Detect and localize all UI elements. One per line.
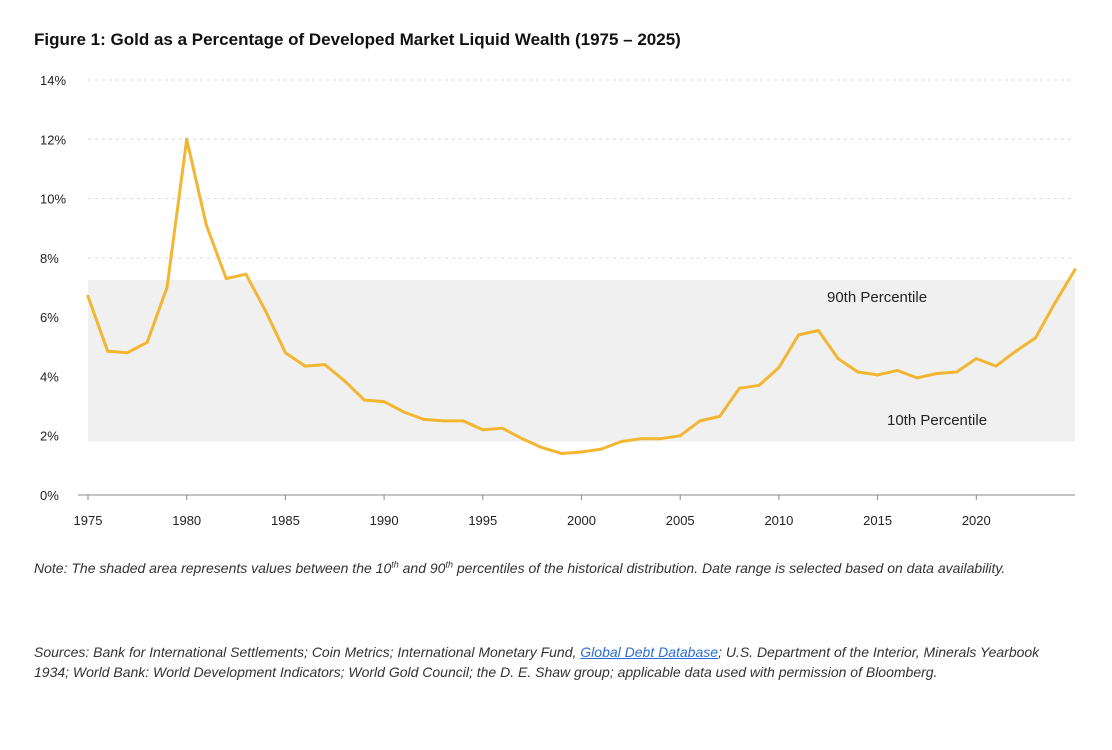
data-point (145, 340, 149, 344)
data-point (777, 366, 781, 370)
x-tick-label: 2015 (863, 513, 892, 528)
x-tick-label: 1975 (74, 513, 103, 528)
y-tick-label: 14% (40, 73, 66, 88)
data-point (402, 410, 406, 414)
data-point (915, 376, 919, 380)
data-point (994, 364, 998, 368)
x-tick-label: 2005 (666, 513, 695, 528)
x-tick-label: 1995 (468, 513, 497, 528)
line-chart: 0% 2% 4% 6% 8% 10% 12% 14% 1975 1980 1985 1990 1995… (40, 73, 1077, 528)
x-tick-label: 2010 (764, 513, 793, 528)
data-point (895, 369, 899, 372)
data-point (362, 398, 366, 402)
data-point (1053, 300, 1057, 304)
data-point (856, 370, 860, 374)
data-point (382, 400, 386, 404)
data-point (876, 373, 880, 377)
data-point (1014, 349, 1018, 353)
x-tick-label: 1985 (271, 513, 300, 528)
data-point (560, 452, 564, 455)
y-tick-label: 8% (40, 251, 59, 266)
chart-title: Figure 1: Gold as a Percentage of Develo… (34, 30, 681, 49)
band-upper-label: 90th Percentile (827, 289, 927, 306)
data-point (678, 434, 682, 438)
data-point (955, 370, 959, 374)
data-point (737, 386, 741, 390)
data-point (165, 286, 169, 289)
y-axis-ticks: 0% 2% 4% 6% 8% 10% 12% 14% (40, 73, 66, 503)
y-tick-label: 12% (40, 132, 66, 147)
data-point (639, 437, 643, 441)
x-tick-label: 2000 (567, 513, 596, 528)
data-point (580, 450, 583, 454)
data-point (816, 328, 820, 332)
data-point (185, 137, 189, 141)
y-tick-label: 2% (40, 429, 59, 444)
data-point (718, 414, 722, 418)
data-point (599, 447, 603, 451)
y-tick-label: 0% (40, 488, 59, 503)
x-tick-label: 1990 (370, 513, 399, 528)
data-point (481, 428, 485, 432)
data-point (698, 419, 702, 423)
data-point (125, 351, 129, 355)
data-point (836, 357, 840, 361)
data-point (501, 426, 505, 430)
data-point (283, 351, 287, 355)
data-point (658, 437, 662, 441)
data-point (224, 277, 228, 281)
data-point (619, 440, 623, 444)
data-point (461, 419, 465, 423)
y-tick-label: 4% (40, 369, 59, 384)
data-point (441, 419, 445, 423)
band-lower-label: 10th Percentile (887, 412, 987, 429)
data-point (303, 364, 307, 368)
data-point (343, 379, 347, 383)
data-point (520, 437, 524, 441)
series-points (86, 137, 1077, 455)
data-point (264, 309, 268, 313)
data-point (935, 371, 939, 375)
data-point (244, 272, 248, 276)
x-tick-label: 2020 (962, 513, 991, 528)
chart-note: Note: The shaded area represents values … (34, 559, 1006, 576)
x-tick-label: 1980 (172, 513, 201, 528)
percentile-band (88, 280, 1075, 442)
data-point (86, 294, 90, 298)
data-point (323, 363, 327, 367)
data-point (540, 446, 544, 450)
x-axis-ticks: 1975 1980 1985 1990 1995 2000 2005 2010 2015 2020 (74, 495, 991, 528)
y-tick-label: 6% (40, 310, 59, 325)
data-point (1034, 336, 1038, 340)
data-point (422, 417, 426, 421)
data-point (204, 223, 208, 227)
data-point (797, 333, 801, 337)
y-tick-label: 10% (40, 192, 66, 207)
chart-sources: Sources: Bank for International Settleme… (34, 644, 1040, 680)
data-point (757, 383, 761, 387)
data-point (106, 349, 110, 353)
data-point (974, 357, 978, 361)
data-point (1073, 268, 1077, 272)
global-debt-database-link[interactable]: Global Debt Database (580, 644, 719, 660)
